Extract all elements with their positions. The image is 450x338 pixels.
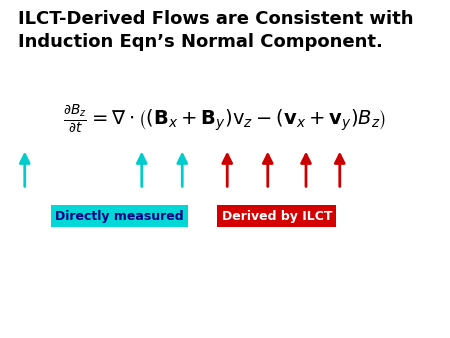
Text: $\frac{\partial B_z}{\partial t} = \nabla \cdot \left(\left(\mathbf{B}_x + \math: $\frac{\partial B_z}{\partial t} = \nabl… (63, 102, 387, 134)
Text: ILCT-Derived Flows are Consistent with
Induction Eqn’s Normal Component.: ILCT-Derived Flows are Consistent with I… (18, 10, 414, 51)
Text: Directly measured: Directly measured (55, 210, 184, 223)
Text: Derived by ILCT: Derived by ILCT (221, 210, 332, 223)
